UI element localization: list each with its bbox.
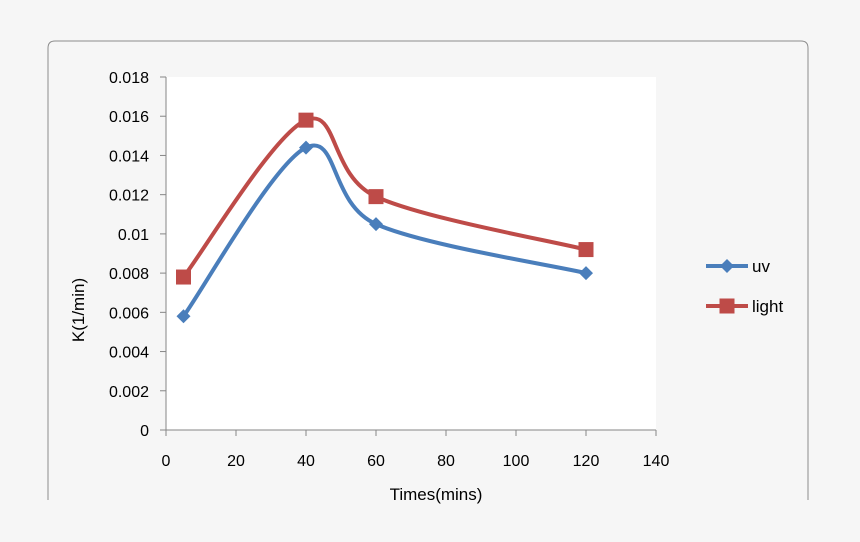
x-tick-label: 0 xyxy=(162,453,171,470)
x-axis-title: Times(mins) xyxy=(390,485,483,504)
y-tick-label: 0.004 xyxy=(109,345,149,362)
series-layer xyxy=(176,112,594,324)
y-tick-label: 0.014 xyxy=(109,148,149,165)
y-tick-label: 0.01 xyxy=(118,227,149,244)
legend-marker-uv xyxy=(720,259,734,273)
data-point-light xyxy=(298,112,314,128)
plot-area xyxy=(166,77,656,430)
y-tick-label: 0.006 xyxy=(109,305,149,322)
series-line-light xyxy=(181,116,588,280)
x-tick-label: 20 xyxy=(227,453,245,470)
data-point-uv xyxy=(299,140,313,155)
y-tick-label: 0.016 xyxy=(109,109,149,126)
data-point-light xyxy=(176,269,191,285)
series-light xyxy=(176,112,594,285)
legend-marker-light xyxy=(719,298,735,314)
x-tick-label: 100 xyxy=(503,453,530,470)
legend-label-uv: uv xyxy=(752,257,770,276)
data-point-uv xyxy=(369,217,383,232)
legend-label-light: light xyxy=(752,297,783,316)
x-tick-label: 80 xyxy=(437,453,455,470)
legend-item-uv: uv xyxy=(706,257,770,276)
y-tick-label: 0.002 xyxy=(109,384,149,401)
x-tick-label: 140 xyxy=(643,453,670,470)
y-tick-label: 0.008 xyxy=(109,266,149,283)
data-point-uv xyxy=(176,309,191,324)
series-uv xyxy=(176,140,593,324)
y-tick-label: 0.012 xyxy=(109,188,149,205)
chart-area-border xyxy=(47,40,809,500)
x-tick-label: 60 xyxy=(367,453,385,470)
y-tick-label: 0.018 xyxy=(109,70,149,87)
y-axis-title: K(1/min) xyxy=(69,278,88,342)
x-tick-label: 40 xyxy=(297,453,315,470)
x-tick-label: 120 xyxy=(573,453,600,470)
data-point-uv xyxy=(579,266,593,281)
data-point-light xyxy=(578,242,594,258)
y-tick-label: 0 xyxy=(140,423,149,440)
legend-item-light: light xyxy=(706,297,783,316)
axes: 0 0.002 0.004 0.006 0.008 0.01 0.012 0.014 0.016… xyxy=(109,70,669,470)
legend: uv light xyxy=(706,257,783,316)
series-line-uv xyxy=(181,143,588,319)
data-point-light xyxy=(368,189,384,205)
